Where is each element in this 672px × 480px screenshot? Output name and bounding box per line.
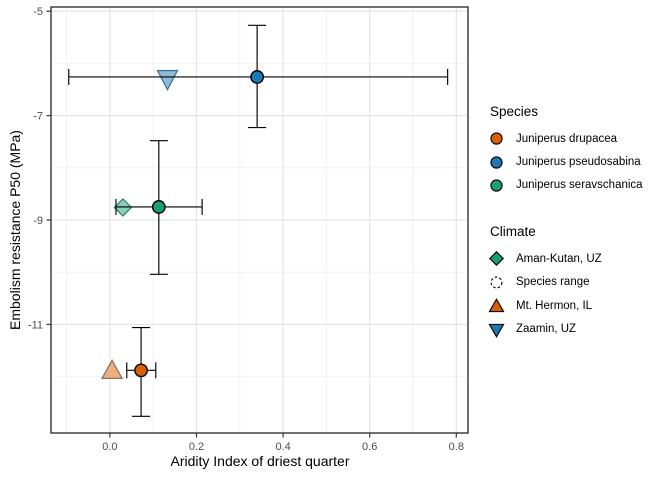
axis-ticks — [46, 10, 457, 438]
legend-climate-title: Climate — [490, 224, 536, 240]
legend-item-label: Species range — [516, 276, 590, 289]
x-axis-title: Aridity Index of driest quarter — [170, 453, 350, 469]
point-juniperus-seravschanica — [151, 200, 166, 214]
legend-group-climate: Climate Aman-Kutan, UZ Species range Mt. H… — [488, 223, 670, 341]
site-marker-mt-hermon-il — [100, 359, 124, 380]
circle-icon — [490, 179, 503, 192]
y-tick-label: -11 — [28, 319, 43, 331]
legend-item-aman-kutan-uz: Aman-Kutan, UZ — [488, 247, 670, 270]
legend-item-label: Aman-Kutan, UZ — [516, 252, 602, 265]
species-points — [134, 70, 265, 378]
x-tick-label: 0.4 — [275, 441, 290, 453]
triangle-up-icon — [488, 298, 505, 313]
diamond-icon — [489, 251, 504, 267]
legend-species-title: Species — [490, 104, 539, 119]
y-tick-label: -5 — [33, 6, 43, 18]
legend-item-label: Juniperus pseudosabina — [516, 156, 641, 169]
triangle-down-icon — [488, 323, 505, 338]
circle-dashed-icon — [490, 276, 503, 289]
point-juniperus-pseudosabina — [250, 70, 265, 84]
legend-item-mt-hermon-il: Mt. Hermon, IL — [488, 294, 670, 317]
legend-item-label: Juniperus drupacea — [516, 132, 618, 145]
legend-item-juniperus-seravschanica: Juniperus seravschanica — [488, 174, 670, 197]
x-tick-label: 0.8 — [449, 441, 464, 453]
legend-item-label: Juniperus seravschanica — [516, 179, 643, 192]
legend-item-label: Mt. Hermon, IL — [516, 299, 593, 312]
legend-climate-items: Aman-Kutan, UZ Species range Mt. Hermon, I… — [488, 247, 670, 341]
tick-labels: 0.0 0.2 0.4 0.6 0.8 -5 -7 -9 -11 — [28, 6, 464, 453]
legend-item-juniperus-drupacea: Juniperus drupacea — [488, 127, 670, 150]
y-tick-label: -7 — [33, 111, 43, 123]
y-axis-title: Embolism resistance P50 (MPa) — [7, 130, 23, 330]
circle-icon — [490, 155, 503, 169]
legend-item-juniperus-pseudosabina: Juniperus pseudosabina — [488, 150, 670, 173]
x-tick-label: 0.2 — [189, 441, 204, 453]
point-juniperus-drupacea — [134, 363, 148, 378]
x-tick-label: 0.0 — [102, 441, 117, 453]
x-tick-label: 0.6 — [362, 441, 377, 453]
legend-group-species: Species Juniperus drupacea Juniperus pseu… — [488, 103, 670, 197]
site-marker-zaamin-uz — [156, 69, 179, 91]
legend-item-zaamin-uz: Zaamin, UZ — [488, 317, 670, 340]
legend: Species Juniperus drupacea Juniperus pseu… — [488, 103, 670, 341]
legend-item-label: Zaamin, UZ — [516, 323, 577, 336]
legend-species-items: Juniperus drupacea Juniperus pseudosabina… — [488, 127, 670, 197]
major-gridlines — [51, 7, 468, 433]
circle-icon — [490, 132, 503, 145]
y-tick-label: -9 — [33, 215, 43, 227]
legend-item-species-range: Species range — [488, 271, 670, 294]
